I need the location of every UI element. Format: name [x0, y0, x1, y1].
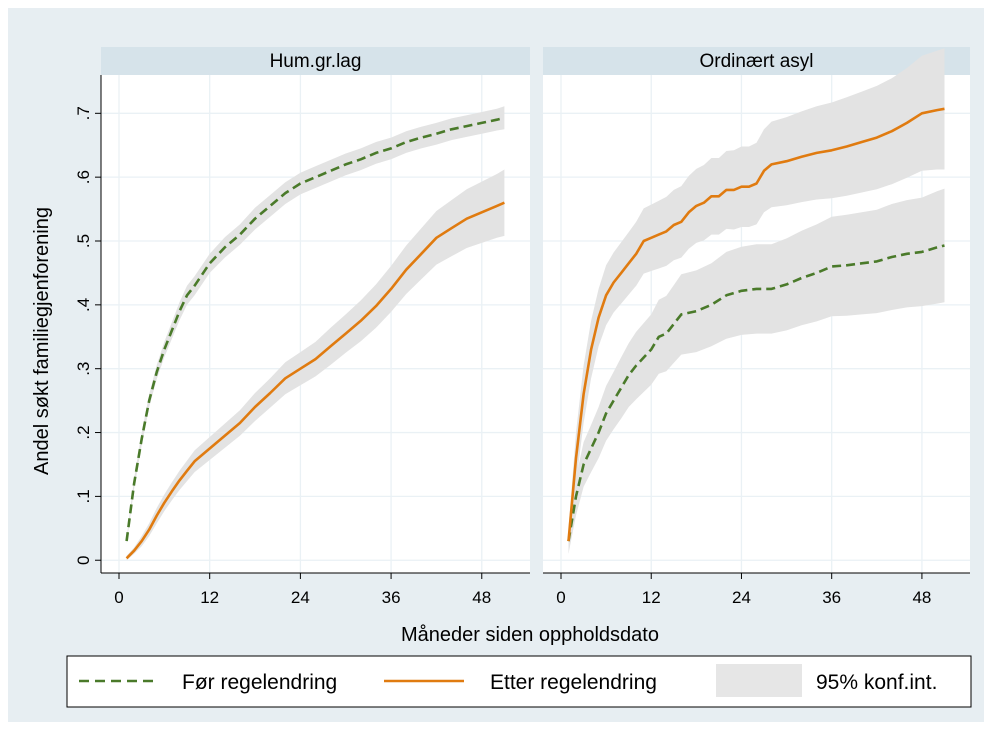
x-tick-label: 12 — [200, 588, 219, 607]
legend-label-ci: 95% konf.int. — [816, 671, 937, 694]
y-tick-label: .7 — [74, 106, 93, 120]
legend-label-after: Etter regelendring — [490, 671, 657, 694]
panel-header — [543, 47, 970, 75]
panels: Hum.gr.lag 0 12 24 36 48 0 .1 .2 .3 .4 .5 .6 .7 Ordinæ… — [74, 47, 970, 607]
legend-label-before: Før regelendring — [182, 671, 337, 694]
x-tick-label: 0 — [114, 588, 123, 607]
x-tick-label: 36 — [822, 588, 841, 607]
x-tick-label: 48 — [472, 588, 491, 607]
y-tick-label: .3 — [74, 362, 93, 376]
panel-header — [101, 47, 530, 75]
series-line-after — [125, 201, 505, 560]
y-tick-label: .1 — [74, 489, 93, 503]
y-axis-label: Andel søkt familiegjenforening — [31, 207, 53, 475]
panel-title: Hum.gr.lag — [270, 51, 362, 72]
ci-band-before — [568, 188, 945, 554]
ci-band-after — [568, 48, 945, 554]
y-tick-label: .4 — [74, 298, 93, 312]
series-line-after — [567, 107, 945, 542]
legend-key-ci — [716, 664, 802, 697]
x-tick-label: 24 — [732, 588, 751, 607]
panel-1: Hum.gr.lag 0 12 24 36 48 0 .1 .2 .3 .4 .5 .6 .7 — [74, 47, 530, 607]
panel-2: Ordinært asyl 0 12 24 36 48 — [543, 47, 970, 607]
y-tick-label: .2 — [74, 425, 93, 439]
x-axis-label: Måneder siden oppholdsdato — [401, 624, 659, 646]
x-tick-label: 0 — [556, 588, 565, 607]
y-tick-label: .5 — [74, 234, 93, 248]
legend-box — [66, 655, 972, 708]
y-tick-label: .6 — [74, 170, 93, 184]
y-tick-label: 0 — [74, 555, 93, 564]
x-tick-label: 24 — [291, 588, 310, 607]
panel-title: Ordinært asyl — [699, 51, 813, 72]
legend: Før regelendring Etter regelendring 95% … — [66, 655, 972, 708]
x-tick-label: 48 — [912, 588, 931, 607]
x-tick-label: 12 — [642, 588, 661, 607]
series-line-before — [125, 116, 505, 542]
x-tick-label: 36 — [382, 588, 401, 607]
